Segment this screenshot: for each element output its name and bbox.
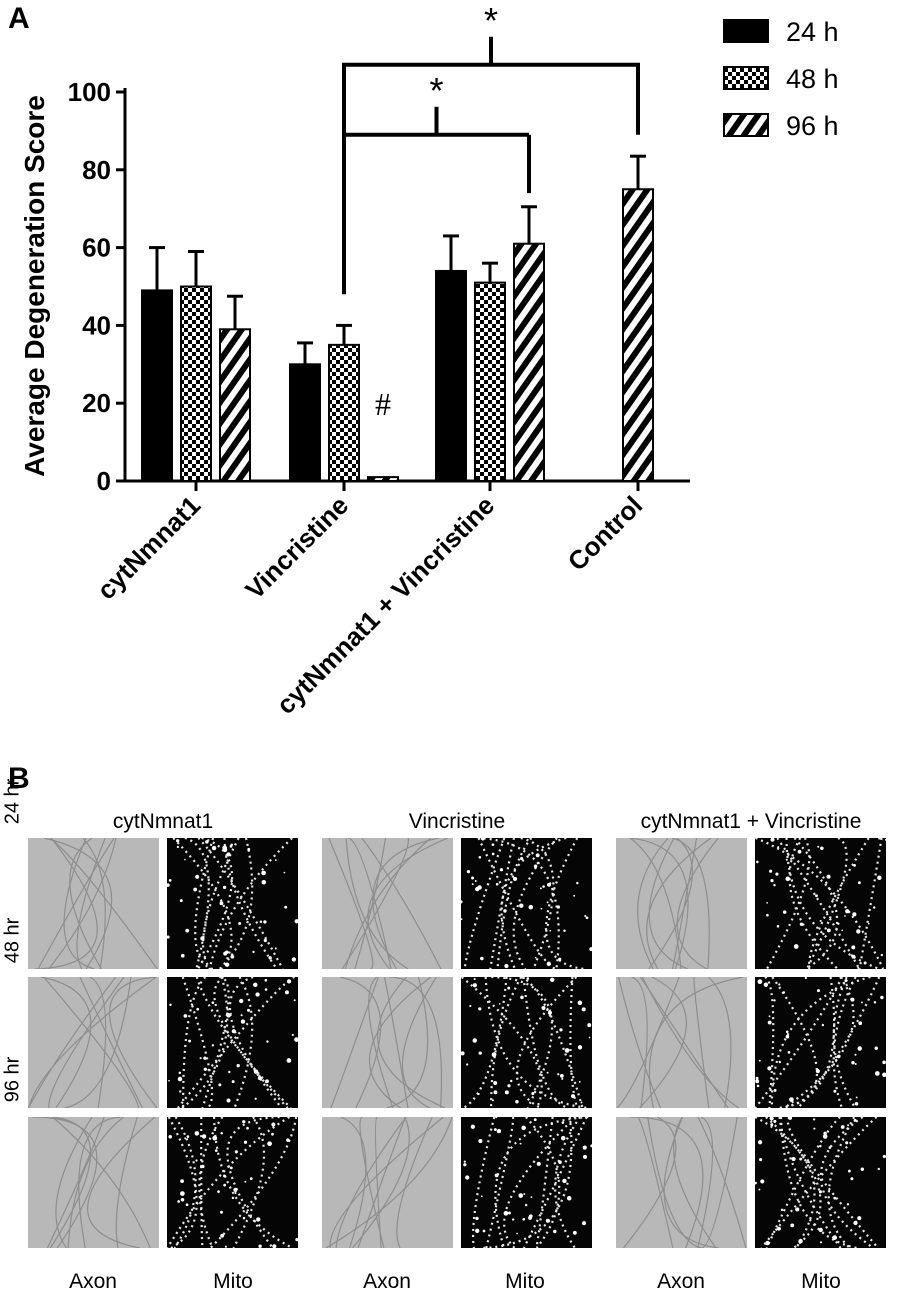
- bar-0-2: [219, 328, 251, 483]
- axon-image-r0-c2: [616, 838, 747, 969]
- legend-swatch-0: [723, 19, 769, 43]
- bar-1-2: [367, 476, 399, 482]
- bottom-label-mito-1: Mito: [213, 1270, 253, 1293]
- grid-title-combo: cytNmnat1 + Vincristine: [640, 810, 862, 833]
- bar-2-0: [435, 269, 467, 482]
- mito-image-r0-c1: [461, 838, 592, 969]
- bottom-label-axon-1: Axon: [69, 1270, 117, 1293]
- legend-label-1: 48 h: [786, 64, 839, 94]
- axon-image-r1-c1: [322, 977, 453, 1108]
- bar-1-1: [328, 343, 360, 482]
- bar-1-0: [289, 363, 321, 482]
- bar-chart: 24 h 48 h 96 h 0 20 40 60 80 100 cytNmnat1 Vincri…: [19, 0, 839, 720]
- axon-image-r2-c0: [28, 1117, 159, 1248]
- mito-image-r2-c2: [755, 1117, 886, 1248]
- grid-title-cytnmnat1: cytNmnat1: [112, 810, 214, 833]
- y-tick-label-80: 80: [82, 155, 111, 185]
- mito-image-r0-c0: [167, 838, 298, 969]
- legend-label-0: 24 h: [786, 17, 839, 47]
- star-annotation-outer: *: [484, 0, 498, 41]
- legend-swatch-1: [723, 66, 769, 90]
- bar-2-2: [513, 242, 545, 482]
- y-axis-label: Average Degeneration Score: [19, 95, 50, 477]
- axon-image-r0-c1: [322, 838, 453, 969]
- x-tick-label-1: Vincristine: [239, 490, 354, 605]
- bar-0-0: [141, 289, 173, 483]
- bar-3-2: [622, 188, 654, 482]
- legend-label-2: 96 h: [786, 111, 839, 141]
- bottom-label-axon-3: Axon: [657, 1270, 705, 1293]
- mito-image-r1-c1: [461, 977, 592, 1108]
- axon-image-r2-c2: [616, 1117, 747, 1248]
- hash-annotation: #: [375, 386, 391, 422]
- panel-a-label: A: [8, 2, 30, 35]
- legend-swatch-2: [723, 113, 769, 137]
- row-label-96hr: 96 hr: [1, 1056, 24, 1103]
- mito-image-r1-c2: [755, 977, 886, 1108]
- y-tick-label-40: 40: [82, 310, 111, 340]
- x-tick-label-0: cytNmnat1: [91, 490, 206, 605]
- mito-image-r1-c0: [167, 977, 298, 1108]
- bracket-outer: [342, 62, 640, 295]
- bottom-label-axon-2: Axon: [363, 1270, 411, 1293]
- axon-image-r2-c1: [322, 1117, 453, 1248]
- y-tick-label-60: 60: [82, 233, 111, 263]
- axon-image-r1-c2: [616, 977, 747, 1108]
- bottom-label-mito-2: Mito: [505, 1270, 545, 1293]
- bar-0-1: [180, 285, 212, 482]
- axon-image-r0-c0: [28, 838, 159, 969]
- mito-image-r2-c0: [167, 1117, 298, 1248]
- y-tick-label-20: 20: [82, 388, 111, 418]
- x-tick-label-3: Control: [562, 490, 649, 577]
- row-label-48hr: 48 hr: [1, 917, 24, 964]
- y-tick-label-0: 0: [97, 466, 111, 496]
- axon-image-r1-c0: [28, 977, 159, 1108]
- bar-2-1: [474, 281, 506, 482]
- y-tick-label-100: 100: [68, 77, 111, 107]
- star-annotation-inner: *: [429, 70, 443, 111]
- bottom-label-mito-3: Mito: [801, 1270, 841, 1293]
- panel-b-label: B: [8, 762, 30, 795]
- grid-title-vincristine: Vincristine: [408, 810, 506, 833]
- mito-image-r0-c2: [755, 838, 886, 969]
- row-label-24hr: 24 hr: [1, 778, 24, 825]
- mito-image-r2-c1: [461, 1117, 592, 1248]
